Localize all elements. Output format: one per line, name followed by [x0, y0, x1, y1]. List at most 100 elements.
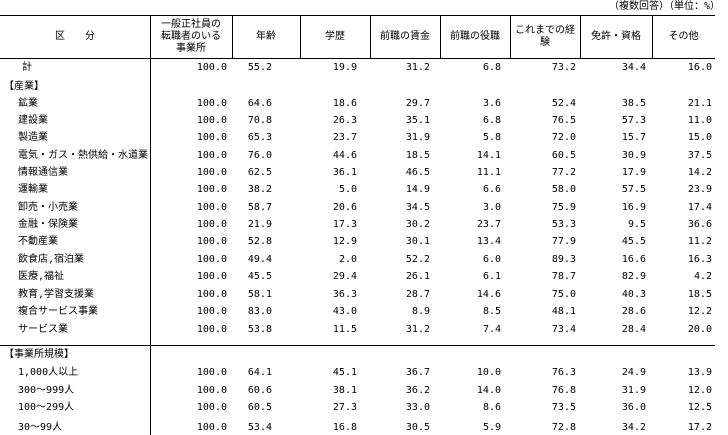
row-label: 計 — [22, 62, 32, 73]
cell-value: 11.1 — [476, 167, 501, 178]
column-header: 学歴 — [325, 30, 345, 42]
cell-value: 11.5 — [332, 324, 357, 335]
cell-value: 23.7 — [332, 132, 357, 143]
cell-value: 14.0 — [476, 385, 501, 396]
cell-value: 38.1 — [332, 385, 357, 396]
cell-value: 57.5 — [621, 184, 646, 195]
column-header: これまでの経験 — [515, 24, 575, 48]
cell-value: 16.8 — [332, 422, 357, 433]
cell-value: 53.8 — [247, 324, 272, 335]
cell-value: 100.0 — [196, 62, 227, 73]
cell-value: 55.2 — [247, 62, 272, 73]
row-label: 教育,学習支援業 — [18, 289, 95, 300]
cell-value: 52.2 — [405, 254, 430, 265]
cell-value: 17.4 — [687, 202, 712, 213]
cell-value: 37.5 — [687, 150, 712, 161]
rule — [300, 15, 301, 58]
cell-value: 38.5 — [621, 98, 646, 109]
cell-value: 36.3 — [332, 289, 357, 300]
cell-value: 75.0 — [551, 289, 576, 300]
section-heading: 【事業所規模】 — [4, 349, 74, 360]
cell-value: 45.5 — [247, 271, 272, 282]
rule — [150, 15, 151, 58]
cell-value: 5.0 — [338, 184, 357, 195]
cell-value: 34.2 — [621, 422, 646, 433]
cell-value: 100.0 — [196, 98, 227, 109]
rule — [150, 58, 151, 435]
cell-value: 9.5 — [627, 219, 646, 230]
cell-value: 72.0 — [551, 132, 576, 143]
rule — [510, 15, 511, 58]
cell-value: 17.9 — [621, 167, 646, 178]
cell-value: 20.0 — [687, 324, 712, 335]
cell-value: 53.4 — [247, 422, 272, 433]
cell-value: 34.5 — [405, 202, 430, 213]
cell-value: 6.1 — [482, 271, 501, 282]
cell-value: 4.2 — [693, 271, 712, 282]
cell-value: 31.9 — [405, 132, 430, 143]
cell-value: 16.0 — [687, 62, 712, 73]
cell-value: 7.4 — [482, 324, 501, 335]
cell-value: 100.0 — [196, 115, 227, 126]
row-label: 建設業 — [18, 115, 48, 126]
cell-value: 23.9 — [687, 184, 712, 195]
cell-value: 100.0 — [196, 385, 227, 396]
column-header: 前職の役職 — [450, 30, 500, 42]
cell-value: 45.5 — [621, 236, 646, 247]
cell-value: 75.9 — [551, 202, 576, 213]
rule — [652, 15, 653, 58]
cell-value: 100.0 — [196, 219, 227, 230]
cell-value: 26.3 — [332, 115, 357, 126]
cell-value: 28.4 — [621, 324, 646, 335]
rule — [232, 15, 233, 58]
unit-note: （複数回答）（単位：%） — [608, 1, 720, 12]
cell-value: 35.1 — [405, 115, 430, 126]
cell-value: 14.1 — [476, 150, 501, 161]
cell-value: 53.3 — [551, 219, 576, 230]
cell-value: 40.3 — [621, 289, 646, 300]
rule — [580, 15, 581, 58]
row-label: サービス業 — [18, 324, 68, 335]
cell-value: 38.2 — [247, 184, 272, 195]
cell-value: 29.7 — [405, 98, 430, 109]
cell-value: 100.0 — [196, 289, 227, 300]
cell-value: 70.8 — [247, 115, 272, 126]
cell-value: 60.5 — [551, 150, 576, 161]
cell-value: 30.2 — [405, 219, 430, 230]
row-label: 鉱業 — [18, 98, 38, 109]
cell-value: 30.9 — [621, 150, 646, 161]
rule — [0, 58, 715, 59]
cell-value: 21.9 — [247, 219, 272, 230]
cell-value: 16.9 — [621, 202, 646, 213]
row-label: 複合サービス事業 — [18, 306, 98, 317]
cell-value: 100.0 — [196, 202, 227, 213]
cell-value: 58.7 — [247, 202, 272, 213]
cell-value: 36.6 — [687, 219, 712, 230]
row-label: 不動産業 — [18, 236, 58, 247]
cell-value: 52.4 — [551, 98, 576, 109]
cell-value: 73.5 — [551, 402, 576, 413]
cell-value: 64.6 — [247, 98, 272, 109]
cell-value: 43.0 — [332, 306, 357, 317]
cell-value: 12.9 — [332, 236, 357, 247]
cell-value: 31.9 — [621, 385, 646, 396]
cell-value: 100.0 — [196, 306, 227, 317]
section-heading: 【産業】 — [4, 81, 44, 92]
column-header: その他 — [668, 30, 699, 42]
cell-value: 11.0 — [687, 115, 712, 126]
cell-value: 73.2 — [551, 62, 576, 73]
column-header: 免許・資格 — [591, 30, 641, 42]
cell-value: 8.6 — [482, 402, 501, 413]
row-label: 電気・ガス・熱供給・水道業 — [18, 150, 148, 161]
cell-value: 14.9 — [405, 184, 430, 195]
row-label: 300～999人 — [18, 385, 75, 396]
cell-value: 11.2 — [687, 236, 712, 247]
cell-value: 14.6 — [476, 289, 501, 300]
cell-value: 76.0 — [247, 150, 272, 161]
column-header: 一般正社員の転職者のいる事業所 — [161, 18, 221, 54]
cell-value: 5.8 — [482, 132, 501, 143]
cell-value: 30.5 — [405, 422, 430, 433]
cell-value: 76.5 — [551, 115, 576, 126]
cell-value: 3.6 — [482, 98, 501, 109]
